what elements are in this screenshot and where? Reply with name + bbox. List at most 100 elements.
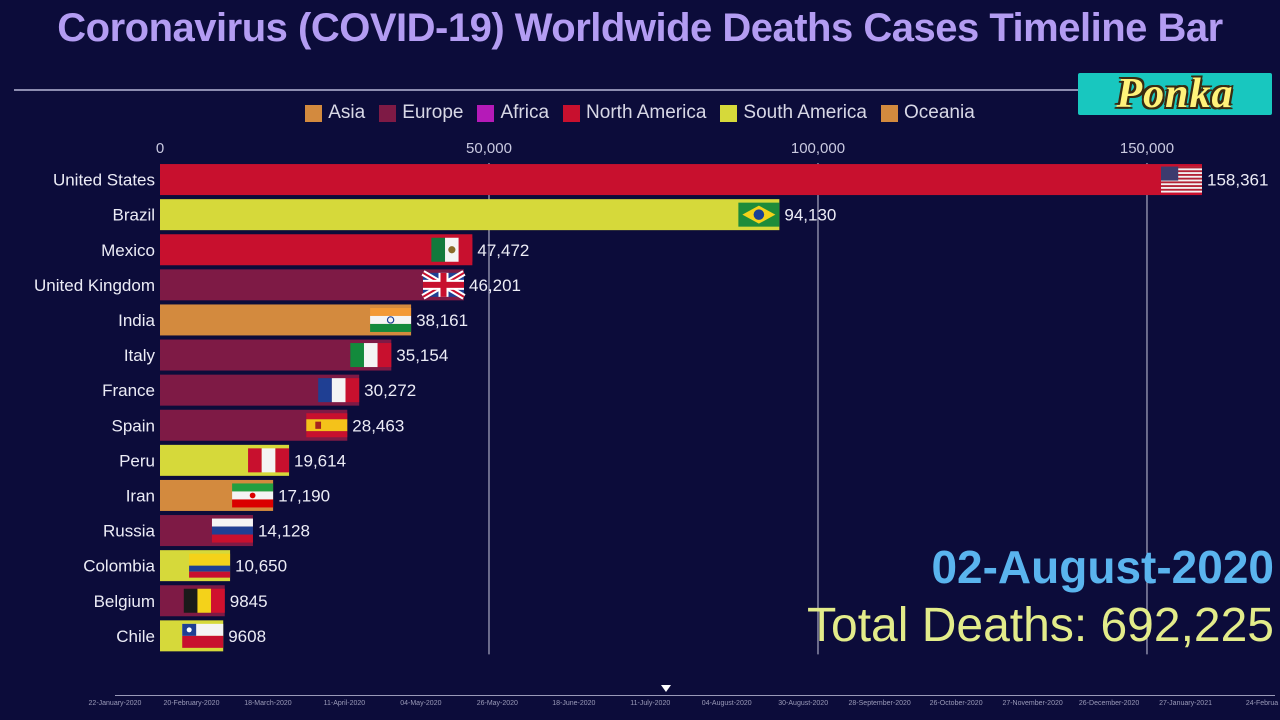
legend-swatch bbox=[305, 104, 323, 122]
timeline-tick-label: 11-April-2020 bbox=[323, 700, 366, 707]
flag-band bbox=[306, 419, 348, 432]
flag-emblem bbox=[448, 246, 456, 254]
flag-band bbox=[232, 483, 274, 492]
bar-row[interactable]: Italy 35,154 bbox=[124, 339, 448, 371]
timeline-track[interactable] bbox=[115, 695, 1275, 696]
legend-item[interactable]: North America bbox=[563, 102, 706, 124]
flag-band bbox=[211, 518, 253, 527]
legend-label: South America bbox=[743, 102, 867, 123]
timeline-tick-label: 27-January-2021 bbox=[1159, 700, 1212, 707]
flag-wheel bbox=[386, 316, 395, 324]
value-label: 14,128 bbox=[258, 522, 310, 541]
bar-row[interactable]: Iran 17,190 bbox=[126, 479, 330, 511]
flag-band bbox=[197, 588, 212, 613]
timeline-slider[interactable]: 22-January-2020 20-February-2020 18-March-… bbox=[0, 680, 1280, 720]
flag-band bbox=[318, 378, 332, 403]
legend-item[interactable]: Africa bbox=[477, 102, 549, 124]
flag-band bbox=[211, 588, 225, 613]
flag-band bbox=[189, 565, 231, 572]
legend-label: Asia bbox=[328, 102, 366, 123]
legend-item[interactable]: South America bbox=[720, 102, 867, 124]
flag-emblem bbox=[315, 421, 322, 429]
bar-row[interactable]: United Kingdom 46,201 bbox=[34, 269, 521, 301]
bar-row[interactable]: Belgium 9845 bbox=[94, 585, 268, 617]
category-label: Italy bbox=[124, 346, 156, 365]
bar bbox=[160, 164, 1202, 196]
category-label: Mexico bbox=[101, 241, 155, 260]
bar-row[interactable]: Mexico 47,472 bbox=[101, 234, 529, 266]
bar bbox=[160, 304, 412, 336]
legend-item[interactable]: Oceania bbox=[881, 102, 975, 124]
flag-emblem bbox=[249, 492, 256, 499]
bar-row[interactable]: Chile 9608 bbox=[116, 620, 266, 652]
category-label: Brazil bbox=[112, 206, 155, 225]
iran-flag bbox=[232, 483, 274, 508]
flag-cross bbox=[440, 272, 447, 297]
france-flag bbox=[318, 378, 360, 403]
flag-band bbox=[370, 323, 412, 332]
flag-band bbox=[189, 553, 231, 566]
flag-band bbox=[248, 448, 262, 473]
value-label: 17,190 bbox=[278, 486, 330, 505]
india-flag bbox=[370, 307, 412, 332]
value-label: 94,130 bbox=[784, 206, 836, 225]
flag-stripe bbox=[1161, 177, 1202, 180]
value-label: 46,201 bbox=[469, 276, 521, 295]
total-deaths: Total Deaths: 692,225 bbox=[807, 599, 1274, 652]
timeline-tick-label: 26-October-2020 bbox=[929, 700, 983, 707]
value-label: 9845 bbox=[230, 592, 268, 611]
value-label: 30,272 bbox=[364, 381, 416, 400]
x-tick-label: 0 bbox=[156, 140, 164, 157]
bar-row[interactable]: Colombia 10,650 bbox=[83, 550, 287, 582]
timeline-tick-label: 18-March-2020 bbox=[244, 700, 292, 707]
timeline-tick-label: 22-January-2020 bbox=[88, 700, 142, 707]
category-label: France bbox=[102, 381, 155, 400]
x-tick-label: 150,000 bbox=[1120, 140, 1174, 157]
bar-row[interactable]: Peru 19,614 bbox=[119, 444, 346, 476]
category-label: United Kingdom bbox=[34, 276, 155, 295]
timeline-tick-label: 11-July-2020 bbox=[630, 700, 671, 707]
flag-band bbox=[458, 237, 473, 262]
flag-globe bbox=[753, 209, 765, 220]
flag-stripe bbox=[1161, 181, 1202, 184]
flag-band bbox=[189, 571, 231, 578]
flag-stripe bbox=[1161, 188, 1202, 191]
value-label: 28,463 bbox=[352, 416, 404, 435]
bar-row[interactable]: Brazil 94,130 bbox=[112, 199, 836, 231]
russia-flag bbox=[211, 518, 253, 543]
colombia-flag bbox=[189, 553, 231, 578]
timeline-tick-label: 28-September-2020 bbox=[848, 700, 911, 707]
bar-row[interactable]: India 38,161 bbox=[118, 304, 468, 336]
bar-row[interactable]: United States 158,361 bbox=[53, 164, 1269, 196]
title-divider bbox=[14, 89, 1084, 91]
timeline-tick-label: 26-December-2020 bbox=[1078, 700, 1140, 707]
bar-row[interactable]: Russia 14,128 bbox=[103, 515, 310, 547]
flag-band bbox=[211, 534, 253, 543]
bar-row[interactable]: France 30,272 bbox=[102, 374, 416, 406]
uk-flag bbox=[421, 270, 466, 300]
bar bbox=[160, 269, 464, 301]
flag-stripe bbox=[1161, 170, 1202, 173]
legend-item[interactable]: Asia bbox=[305, 102, 365, 124]
bar-row[interactable]: Spain 28,463 bbox=[112, 409, 405, 441]
value-label: 158,361 bbox=[1207, 171, 1268, 190]
timeline-handle[interactable] bbox=[660, 685, 671, 692]
value-label: 38,161 bbox=[416, 311, 468, 330]
value-label: 19,614 bbox=[294, 451, 346, 470]
flag-stripe bbox=[1161, 166, 1202, 169]
x-tick-label: 100,000 bbox=[791, 140, 845, 157]
timeline-tick-label: 20-February-2020 bbox=[163, 700, 220, 707]
legend-item[interactable]: Europe bbox=[379, 102, 463, 124]
flag-band bbox=[275, 448, 290, 473]
timeline-tick-label: 26-May-2020 bbox=[476, 700, 518, 707]
value-label: 9608 bbox=[228, 627, 266, 646]
italy-flag bbox=[350, 343, 392, 368]
us-flag bbox=[1161, 166, 1202, 193]
flag-band bbox=[306, 413, 348, 420]
spain-flag bbox=[306, 413, 348, 438]
chart-title: Coronavirus (COVID-19) Worldwide Deaths … bbox=[57, 6, 1223, 50]
category-label: Russia bbox=[103, 522, 156, 541]
bar bbox=[160, 234, 473, 266]
flag-band bbox=[211, 526, 253, 535]
flag-stripe bbox=[1161, 173, 1202, 176]
